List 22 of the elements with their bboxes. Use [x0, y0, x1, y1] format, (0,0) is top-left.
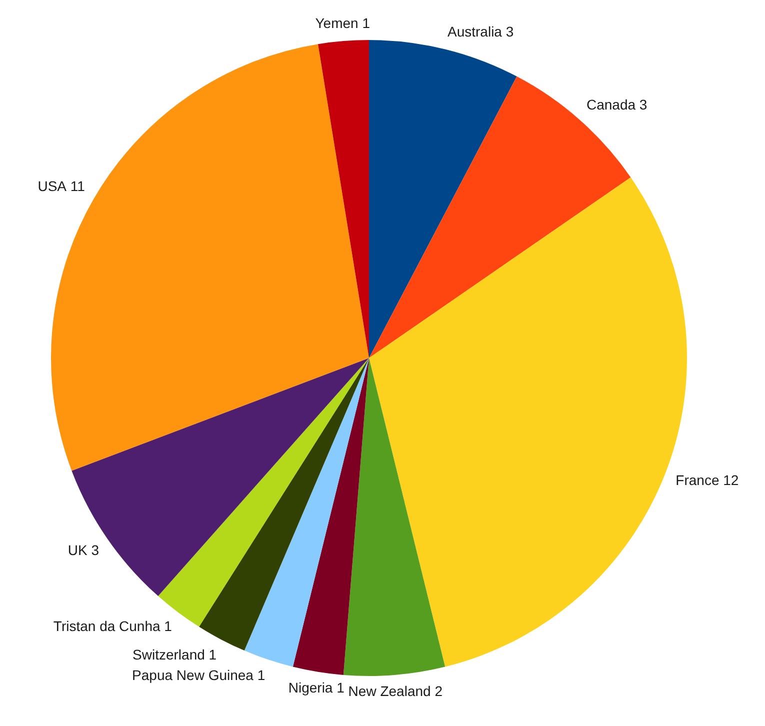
slice-label: USA: [38, 178, 68, 194]
data-label: 3: [91, 542, 100, 558]
slice-label: UK: [68, 542, 88, 558]
slice-label: New Zealand: [348, 682, 431, 699]
slice-label: Tristan da Cunha: [53, 618, 160, 634]
data-label: 3: [639, 96, 648, 112]
data-label: 2: [434, 682, 443, 699]
slice-label: Canada: [586, 96, 636, 112]
data-label: 1: [208, 646, 217, 662]
data-label: 11: [70, 178, 86, 194]
slice-label: Australia: [447, 23, 502, 40]
slice-label: France: [676, 472, 720, 488]
slice-label: Switzerland: [132, 646, 205, 662]
data-label: 1: [336, 680, 345, 696]
data-label: 1: [164, 618, 172, 634]
data-label: 12: [723, 472, 739, 488]
data-label: 1: [362, 14, 370, 31]
data-label: 1: [257, 666, 266, 683]
slice-label: Papua New Guinea: [132, 666, 254, 683]
slice-label: Nigeria: [288, 680, 333, 696]
slice-label: Yemen: [315, 14, 358, 31]
data-label: 3: [506, 23, 514, 40]
